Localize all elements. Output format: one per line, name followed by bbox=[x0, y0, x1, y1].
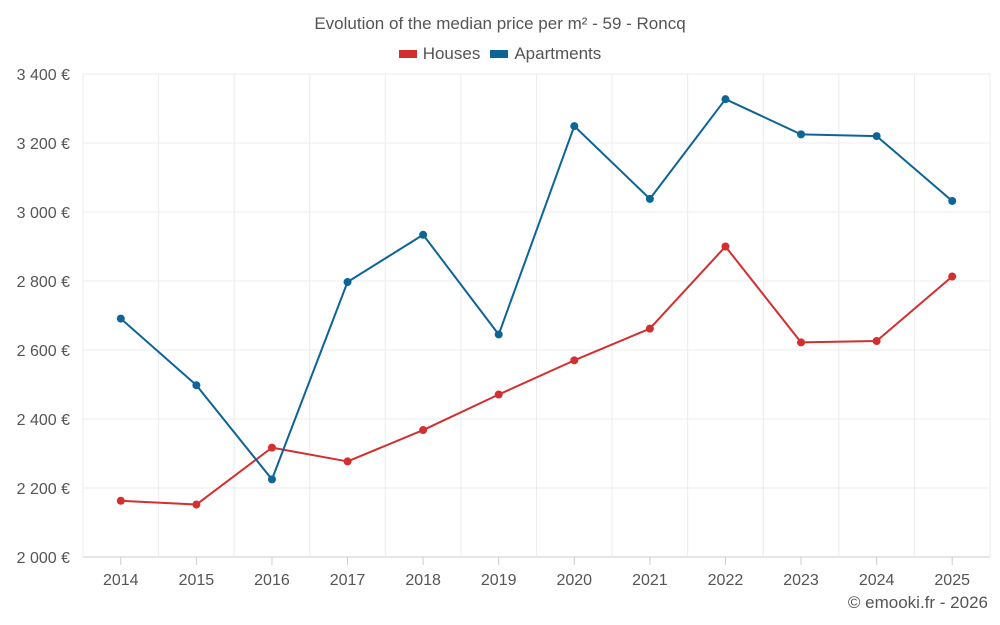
data-point-apartments[interactable] bbox=[192, 381, 201, 390]
legend-label-apartments: Apartments bbox=[514, 44, 602, 63]
data-point-houses[interactable] bbox=[267, 443, 276, 452]
legend-label-houses: Houses bbox=[422, 44, 481, 63]
data-point-apartments[interactable] bbox=[494, 330, 503, 339]
series-line-apartments bbox=[120, 98, 953, 481]
data-point-apartments[interactable] bbox=[797, 130, 806, 139]
y-tick-label: 2 000 € bbox=[17, 550, 70, 567]
data-point-houses[interactable] bbox=[645, 324, 654, 333]
x-tick-label: 2018 bbox=[405, 572, 441, 589]
y-tick-label: 2 600 € bbox=[17, 343, 70, 360]
data-point-houses[interactable] bbox=[494, 390, 503, 399]
credit-text: © emooki.fr - 2026 bbox=[847, 593, 988, 612]
data-point-houses[interactable] bbox=[872, 337, 881, 346]
y-tick-label: 2 800 € bbox=[17, 274, 70, 291]
y-tick-label: 3 400 € bbox=[17, 67, 70, 84]
legend-item-houses[interactable]: Houses bbox=[398, 44, 481, 64]
x-tick-label: 2019 bbox=[481, 572, 517, 589]
y-tick-label: 3 000 € bbox=[17, 205, 70, 222]
data-point-apartments[interactable] bbox=[872, 132, 881, 141]
x-tick-label: 2021 bbox=[632, 572, 668, 589]
legend-swatch-houses bbox=[398, 50, 417, 58]
x-tick-label: 2014 bbox=[103, 572, 139, 589]
x-tick-label: 2022 bbox=[708, 572, 744, 589]
data-point-houses[interactable] bbox=[192, 500, 201, 509]
data-point-apartments[interactable] bbox=[419, 230, 428, 239]
series-line-houses bbox=[120, 245, 953, 506]
data-point-houses[interactable] bbox=[343, 457, 352, 466]
data-point-apartments[interactable] bbox=[721, 95, 730, 104]
data-point-houses[interactable] bbox=[419, 426, 428, 435]
legend-item-apartments[interactable]: Apartments bbox=[490, 44, 601, 64]
data-point-houses[interactable] bbox=[116, 496, 125, 505]
data-point-apartments[interactable] bbox=[570, 122, 579, 131]
x-tick-label: 2020 bbox=[556, 572, 592, 589]
data-point-apartments[interactable] bbox=[343, 278, 352, 287]
x-tick-label: 2016 bbox=[254, 572, 290, 589]
x-tick-label: 2025 bbox=[934, 572, 970, 589]
legend-swatch-apartments bbox=[490, 50, 509, 58]
x-tick-label: 2023 bbox=[783, 572, 819, 589]
data-point-houses[interactable] bbox=[721, 242, 730, 251]
data-point-houses[interactable] bbox=[797, 338, 806, 347]
data-point-houses[interactable] bbox=[570, 356, 579, 365]
data-point-apartments[interactable] bbox=[116, 314, 125, 323]
chart-title: Evolution of the median price per m² - 5… bbox=[314, 14, 686, 33]
y-tick-label: 2 200 € bbox=[17, 481, 70, 498]
data-point-apartments[interactable] bbox=[267, 475, 276, 484]
x-tick-label: 2017 bbox=[330, 572, 366, 589]
x-tick-label: 2015 bbox=[179, 572, 215, 589]
x-tick-label: 2024 bbox=[859, 572, 895, 589]
data-point-apartments[interactable] bbox=[948, 196, 957, 205]
legend: Houses Apartments bbox=[0, 44, 1000, 64]
y-tick-label: 3 200 € bbox=[17, 136, 70, 153]
data-point-houses[interactable] bbox=[948, 272, 957, 281]
y-tick-label: 2 400 € bbox=[17, 412, 70, 429]
data-point-apartments[interactable] bbox=[645, 194, 654, 203]
